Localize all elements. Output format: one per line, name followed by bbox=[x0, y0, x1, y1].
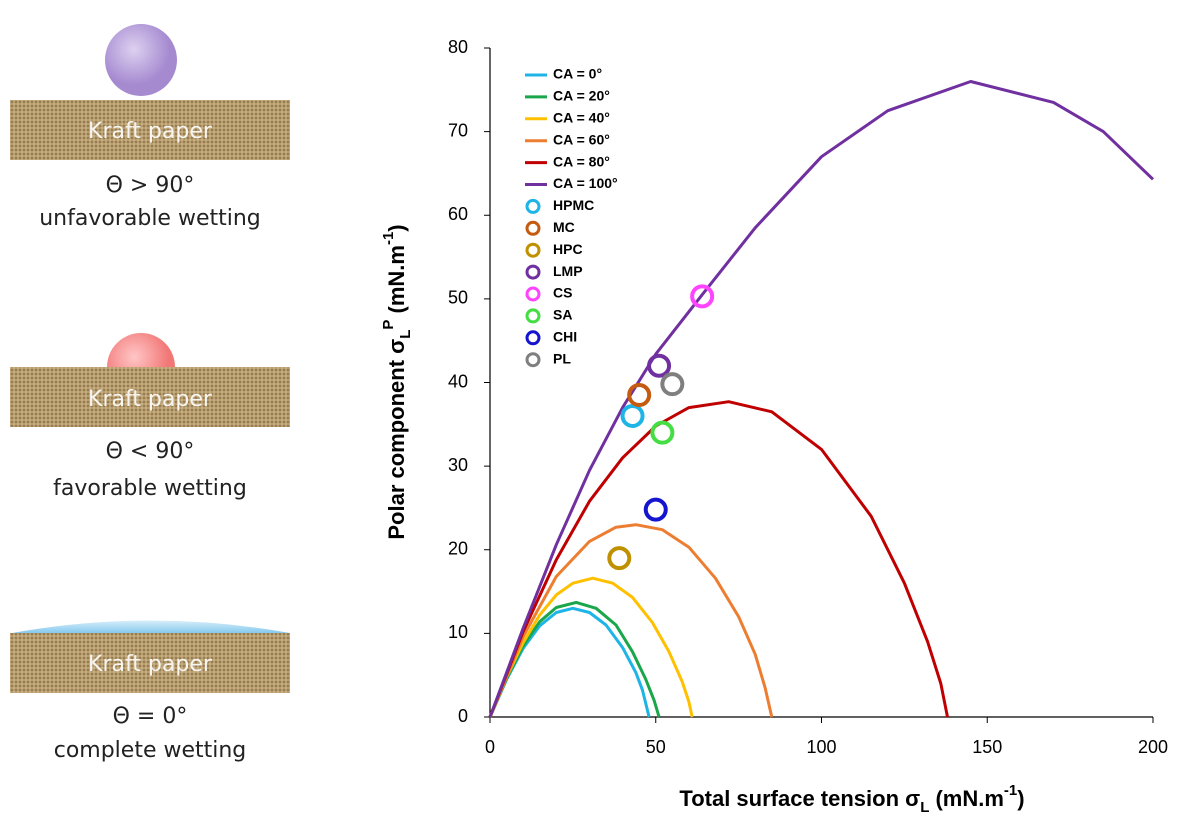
legend-swatch bbox=[525, 330, 541, 346]
legend-swatch bbox=[525, 220, 541, 236]
legend-swatch bbox=[525, 308, 541, 324]
curve bbox=[488, 400, 949, 718]
description: complete wetting bbox=[54, 738, 247, 763]
x-axis-label: Total surface tension σL (mN.m-1) bbox=[679, 782, 1024, 814]
angle-label: Θ > 90° bbox=[106, 173, 195, 198]
legend-swatch bbox=[525, 242, 541, 258]
y-tick-label: 60 bbox=[448, 204, 468, 224]
data-point bbox=[690, 284, 715, 309]
data-point bbox=[647, 353, 672, 378]
illustration: Kraft paper Θ > 90° unfavorable wetting … bbox=[10, 24, 290, 763]
y-tick-label: 20 bbox=[448, 539, 468, 559]
label-part: Total surface tension σ bbox=[679, 786, 920, 811]
legend-label: CA = 20° bbox=[553, 88, 610, 104]
legend-label: CA = 0° bbox=[553, 66, 602, 82]
y-tick-label: 10 bbox=[448, 622, 468, 642]
paper bbox=[10, 633, 290, 693]
curve bbox=[488, 523, 774, 718]
data-point bbox=[643, 497, 668, 522]
legend-label: SA bbox=[553, 307, 572, 323]
droplet bbox=[105, 24, 177, 96]
angle-label: Θ < 90° bbox=[106, 439, 195, 464]
legend-swatch bbox=[525, 264, 541, 280]
legend-swatch bbox=[525, 286, 541, 302]
x-tick-label: 100 bbox=[806, 737, 836, 757]
legend-label: CA = 100° bbox=[553, 175, 618, 191]
legend-swatch bbox=[525, 352, 541, 368]
legend-label: HPC bbox=[553, 241, 583, 257]
legend-label: CA = 60° bbox=[553, 131, 610, 147]
legend-label: HPMC bbox=[553, 197, 594, 213]
label-part: ) bbox=[1017, 786, 1024, 811]
label-part: Polar component σ bbox=[384, 339, 409, 540]
label-part: -1 bbox=[380, 232, 397, 245]
paper bbox=[10, 100, 290, 160]
paper-label: Kraft paper bbox=[88, 119, 213, 144]
droplet-film bbox=[12, 620, 290, 633]
description: favorable wetting bbox=[53, 476, 247, 501]
y-tick-label: 70 bbox=[448, 120, 468, 140]
y-tick-label: 80 bbox=[448, 37, 468, 57]
legend-label: CA = 40° bbox=[553, 110, 610, 126]
legend-label: CS bbox=[553, 285, 572, 301]
legend-label: LMP bbox=[553, 263, 583, 279]
legend-label: CHI bbox=[553, 329, 577, 345]
paper-label: Kraft paper bbox=[88, 387, 213, 412]
curve bbox=[488, 576, 694, 718]
x-tick-label: 50 bbox=[646, 737, 666, 757]
y-tick-label: 30 bbox=[448, 455, 468, 475]
angle-label: Θ = 0° bbox=[113, 704, 188, 729]
legend-swatch bbox=[525, 198, 541, 214]
legend-label: CA = 80° bbox=[553, 153, 610, 169]
droplet bbox=[107, 333, 175, 367]
data-point bbox=[627, 383, 652, 408]
label-part: (mN.m bbox=[384, 245, 409, 320]
x-tick-label: 0 bbox=[485, 737, 495, 757]
curve bbox=[488, 80, 1155, 718]
label-part: L bbox=[920, 799, 929, 814]
label-part: L bbox=[397, 330, 414, 339]
data-point bbox=[607, 546, 632, 571]
label-part: P bbox=[380, 320, 397, 330]
label-part: (mN.m bbox=[929, 786, 1004, 811]
y-tick-label: 40 bbox=[448, 371, 468, 391]
legend-label: MC bbox=[553, 219, 575, 235]
data-point bbox=[650, 420, 675, 445]
paper-label: Kraft paper bbox=[88, 652, 213, 677]
x-tick-label: 150 bbox=[972, 737, 1002, 757]
description: unfavorable wetting bbox=[39, 206, 261, 231]
paper bbox=[10, 367, 290, 427]
data-point bbox=[620, 403, 645, 428]
label-part: ) bbox=[384, 224, 409, 231]
y-tick-label: 50 bbox=[448, 288, 468, 308]
y-axis-label: Polar component σLP (mN.m-1) bbox=[380, 224, 414, 539]
legend-label: PL bbox=[553, 350, 571, 366]
label-part: -1 bbox=[1004, 782, 1017, 799]
x-tick-label: 200 bbox=[1138, 737, 1168, 757]
data-point bbox=[660, 372, 685, 397]
y-tick-label: 0 bbox=[458, 706, 468, 726]
